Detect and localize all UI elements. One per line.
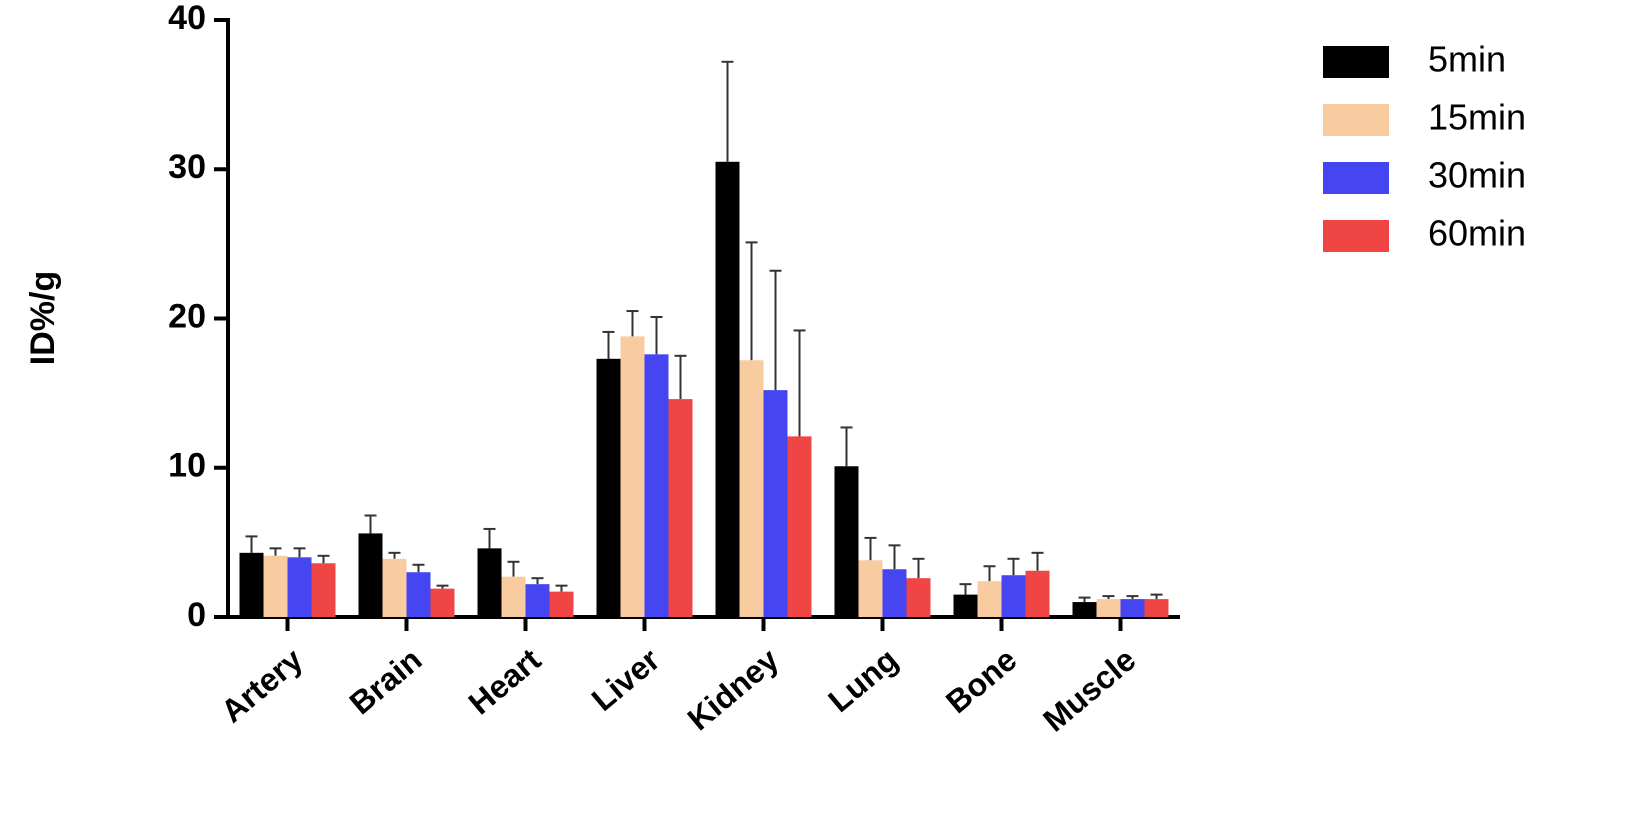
bar — [430, 588, 455, 617]
bar — [1072, 602, 1097, 617]
bar — [1144, 599, 1169, 617]
bar — [263, 555, 288, 617]
x-tick-label: Kidney — [681, 641, 786, 737]
bar — [358, 533, 383, 617]
bar — [525, 584, 550, 617]
bar — [596, 358, 621, 617]
x-tick-label: Brain — [343, 641, 429, 721]
bar — [1096, 599, 1121, 617]
y-tick-label: 20 — [168, 297, 206, 335]
legend-swatch — [1323, 162, 1389, 194]
bar — [668, 399, 693, 617]
bar — [906, 578, 931, 617]
bar — [644, 354, 669, 617]
bar — [406, 572, 431, 617]
legend-swatch — [1323, 46, 1389, 78]
bar — [620, 336, 645, 617]
bar — [1120, 599, 1145, 617]
y-axis-label: ID%/g — [24, 271, 62, 365]
y-tick-label: 30 — [168, 148, 206, 186]
legend-swatch — [1323, 220, 1389, 252]
legend-label: 5min — [1428, 39, 1506, 80]
bar — [715, 161, 740, 617]
bar — [834, 466, 859, 617]
y-tick-label: 40 — [168, 0, 206, 37]
x-tick-label: Liver — [585, 641, 667, 718]
x-tick-label: Muscle — [1036, 641, 1142, 738]
bar — [287, 557, 312, 617]
bar — [787, 436, 812, 617]
bar — [953, 594, 978, 617]
bar — [311, 563, 336, 617]
legend-label: 30min — [1428, 155, 1526, 196]
bar — [739, 360, 764, 617]
x-tick-label: Lung — [821, 641, 904, 719]
legend-label: 60min — [1428, 213, 1526, 254]
legend-label: 15min — [1428, 97, 1526, 138]
x-tick-label: Heart — [462, 641, 548, 721]
y-tick-label: 0 — [187, 596, 206, 634]
bar — [1025, 570, 1050, 617]
bar — [882, 569, 907, 617]
bar — [501, 576, 526, 617]
bar — [858, 560, 883, 617]
bar — [977, 581, 1002, 617]
x-tick-label: Bone — [939, 641, 1023, 720]
bar — [382, 558, 407, 617]
bar — [477, 548, 502, 617]
y-tick-label: 10 — [168, 447, 206, 485]
x-tick-label: Artery — [214, 641, 310, 729]
legend-swatch — [1323, 104, 1389, 136]
bar — [1001, 575, 1026, 617]
bar — [763, 390, 788, 617]
bar — [239, 552, 264, 617]
bar — [549, 591, 574, 617]
